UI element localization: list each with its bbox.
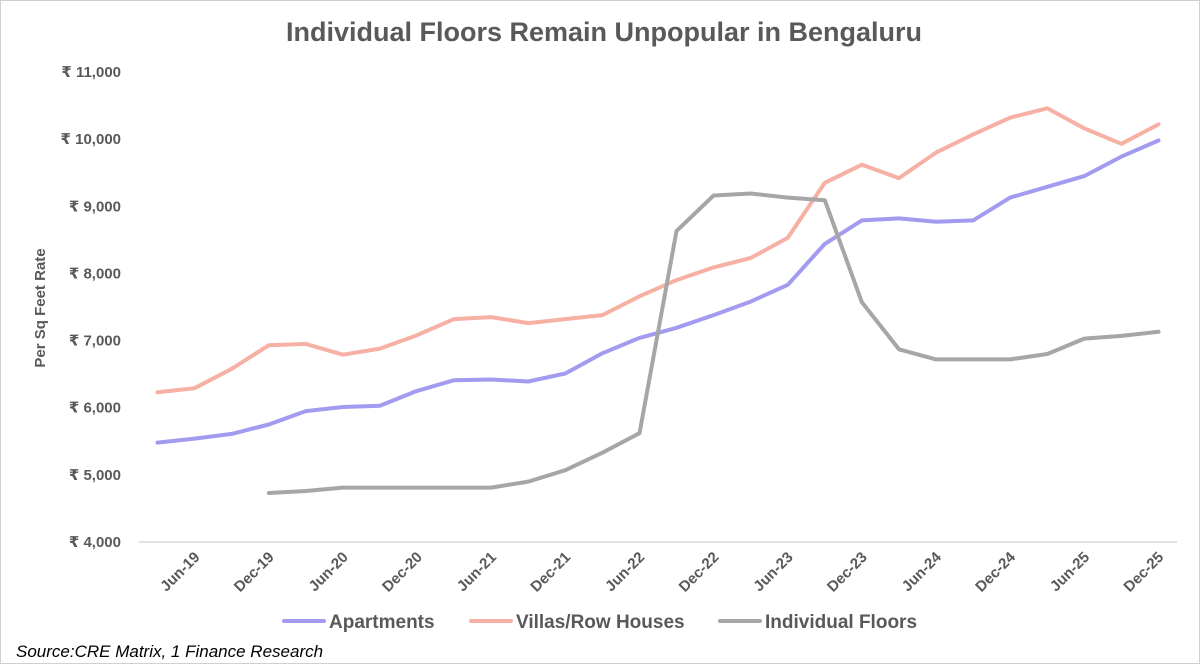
y-axis-label: Per Sq Feet Rate <box>32 248 49 367</box>
y-tick-label: ₹ 4,000 <box>69 534 121 551</box>
series-line-villas-row-houses <box>155 106 1161 395</box>
x-tick-label: Jun-23 <box>750 549 796 595</box>
x-tick-label: Jun-19 <box>157 549 203 595</box>
legend-label-villas-row-houses: Villas/Row Houses <box>516 612 685 633</box>
y-tick-label: ₹ 7,000 <box>69 333 121 350</box>
y-tick-label: ₹ 9,000 <box>69 198 121 215</box>
y-tick-label: ₹ 8,000 <box>69 265 121 282</box>
series-line-individual-floors <box>266 191 1161 495</box>
x-tick-label: Jun-20 <box>306 549 352 595</box>
y-tick-label: ₹ 10,000 <box>61 131 121 148</box>
y-tick-label: ₹ 6,000 <box>69 400 121 417</box>
y-axis-ticks: ₹ 4,000 ₹ 5,000 ₹ 6,000 ₹ 7,000 ₹ 8,000 ₹ 9,0… <box>61 64 121 551</box>
source-note: Source:CRE Matrix, 1 Finance Research <box>16 642 323 661</box>
legend-label-apartments: Apartments <box>329 612 435 633</box>
x-tick-label: Dec-23 <box>824 549 871 596</box>
x-tick-label: Jun-21 <box>454 549 500 595</box>
series-line-apartments <box>155 138 1161 445</box>
x-tick-label: Jun-24 <box>899 548 946 595</box>
legend-label-individual-floors: Individual Floors <box>765 612 917 633</box>
x-tick-label: Dec-24 <box>972 548 1019 595</box>
y-tick-label: ₹ 5,000 <box>69 467 121 484</box>
chart-title: Individual Floors Remain Unpopular in Be… <box>286 17 922 47</box>
x-tick-label: Jun-25 <box>1047 549 1093 595</box>
x-tick-label: Jun-22 <box>602 549 648 595</box>
x-axis-ticks: Jun-19 Dec-19 Jun-20 Dec-20 Jun-21 Dec-21 Jun-… <box>157 548 1167 595</box>
y-tick-label: ₹ 11,000 <box>61 64 121 81</box>
legend: Apartments Villas/Row Houses Individual Fl… <box>282 612 917 633</box>
x-tick-label: Dec-19 <box>231 549 278 596</box>
x-tick-label: Dec-20 <box>379 549 426 596</box>
x-tick-label: Dec-22 <box>676 549 723 596</box>
series-lines <box>155 106 1161 495</box>
x-tick-label: Dec-25 <box>1120 549 1167 596</box>
x-tick-label: Dec-21 <box>527 549 574 596</box>
